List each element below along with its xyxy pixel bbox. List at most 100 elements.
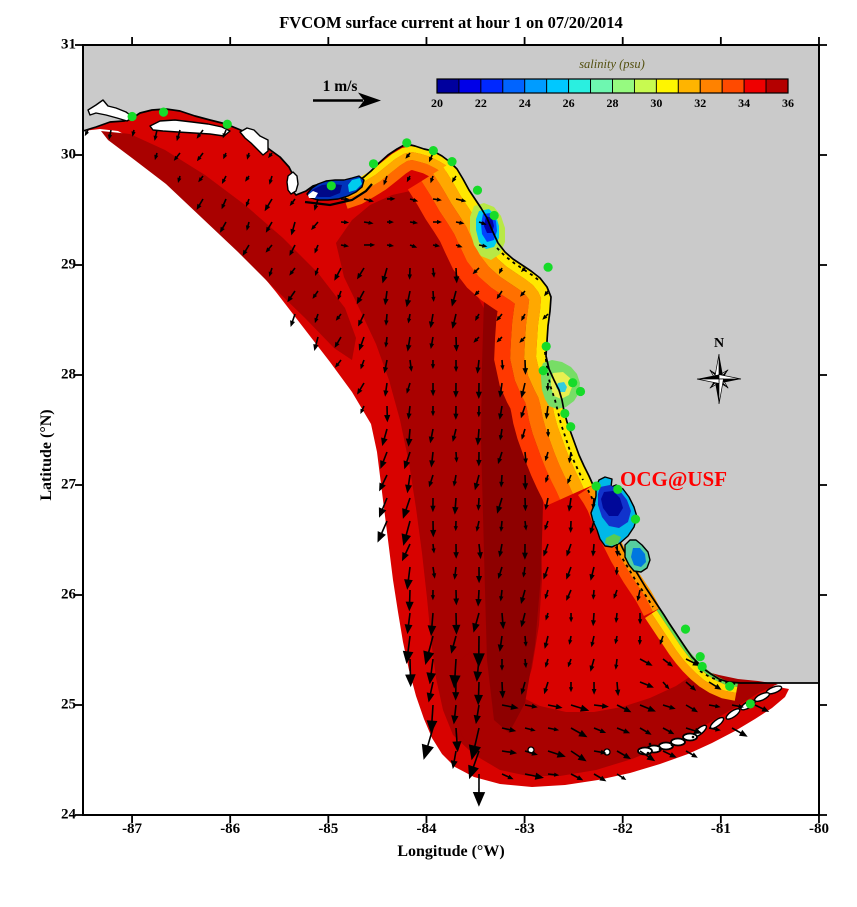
current-arrow-head: [738, 704, 744, 709]
current-arrow-head: [509, 749, 517, 755]
current-arrow-head: [402, 552, 409, 562]
current-arrow-head: [523, 641, 528, 647]
current-arrow-head: [636, 595, 641, 602]
colorbar-segment: [765, 78, 789, 94]
current-arrow-head: [496, 505, 503, 514]
current-arrow-head: [647, 705, 656, 712]
current-arrow-head: [312, 293, 318, 299]
current-arrow-head: [452, 506, 459, 515]
current-arrow-head: [476, 504, 481, 511]
current-arrow-head: [499, 596, 504, 602]
current-arrow-head: [543, 688, 549, 695]
current-arrow-head: [344, 197, 350, 202]
scale-arrow-head: [358, 92, 381, 109]
florida-keys-island: [725, 708, 741, 720]
current-arrow-head: [522, 552, 528, 560]
small-island: [603, 748, 611, 756]
current-arrow-head: [590, 641, 595, 648]
colorbar-tick-label: 28: [606, 96, 619, 110]
salinity-coastal-band-bigbend: [433, 167, 584, 494]
current-arrow-head: [289, 270, 294, 276]
station-dot: [158, 107, 169, 117]
current-arrow-head: [220, 226, 225, 233]
current-arrow-head: [453, 344, 460, 352]
bay-choctawhatchee: [149, 119, 231, 137]
colorbar-tick-label: 32: [694, 96, 707, 110]
current-arrow-head: [453, 413, 459, 420]
current-arrow-head: [566, 550, 571, 557]
current-arrow-head: [555, 703, 563, 710]
current-arrow-head: [429, 156, 433, 163]
current-arrow-head: [430, 411, 436, 417]
current-arrow-head: [523, 525, 528, 531]
current-arrow-head: [566, 573, 571, 580]
current-arrow-head: [477, 552, 483, 560]
station-dot: [591, 481, 601, 491]
current-arrow-head: [692, 660, 700, 666]
current-arrow-head: [452, 481, 457, 487]
current-arrow-head: [314, 270, 319, 276]
scale-arrow: [313, 92, 381, 109]
current-arrow-head: [383, 366, 389, 374]
current-arrow-head: [476, 576, 483, 584]
current-arrow-head: [452, 741, 462, 753]
current-arrow-head: [522, 572, 527, 578]
current-arrow-head: [523, 458, 528, 464]
current-arrow-head: [659, 639, 664, 645]
current-arrow-head: [474, 290, 480, 296]
current-arrow-head: [689, 685, 697, 691]
current-arrow-head: [481, 221, 487, 225]
current-arrow-head: [569, 617, 574, 623]
current-arrow-head: [452, 624, 461, 635]
current-arrow-head: [498, 413, 504, 420]
current-arrow-head: [497, 457, 503, 465]
scale-arrow-label: 1 m/s: [322, 78, 358, 95]
current-arrow-head: [421, 743, 434, 760]
current-arrow-head: [577, 753, 587, 762]
current-arrow-head: [664, 684, 670, 690]
plot-frame: [82, 44, 820, 816]
bay-tampa-green: [605, 534, 621, 546]
colorbar-segment: [677, 78, 701, 94]
colorbar-segment: [524, 78, 548, 94]
current-arrow-head: [509, 727, 517, 733]
lower-keys-island: [670, 737, 686, 747]
keys-speckle: [691, 735, 695, 739]
current-arrow-head: [268, 271, 273, 277]
coastline: [82, 108, 819, 684]
current-arrow-head: [426, 672, 436, 685]
current-arrow-head: [498, 435, 504, 441]
current-arrow-head: [370, 242, 376, 248]
colorbar-segment: [633, 78, 657, 94]
current-arrow-head: [544, 662, 549, 668]
station-dot: [489, 210, 499, 221]
current-arrow-head: [589, 665, 595, 672]
current-arrow-head: [314, 317, 319, 324]
current-arrow-head: [431, 272, 436, 278]
current-arrow-head: [430, 595, 435, 601]
current-arrow-head: [390, 196, 396, 201]
current-arrow-head: [313, 204, 319, 211]
current-arrow-head: [453, 391, 459, 398]
x-tick-label: -85: [318, 821, 339, 837]
current-arrow-head: [498, 390, 504, 398]
current-arrow-head: [591, 689, 597, 695]
current-arrow-head: [473, 671, 483, 682]
current-arrow-head: [566, 595, 571, 601]
current-arrow-head: [402, 650, 414, 664]
compass-point: [719, 379, 741, 384]
y-tick-label: 25: [61, 696, 76, 713]
current-arrow-head: [614, 639, 619, 645]
y-axis-label: Latitude (°N): [38, 409, 55, 501]
y-tick-label: 27: [61, 476, 76, 493]
colorbar-segment: [590, 78, 613, 94]
current-arrow-head: [380, 460, 387, 469]
current-arrow-head: [589, 573, 595, 581]
current-arrow-head: [567, 662, 572, 668]
current-arrow-head: [287, 295, 293, 303]
station-dot: [575, 386, 586, 397]
current-arrow-head: [453, 276, 460, 284]
colorbar-segment: [458, 78, 482, 94]
current-arrow-head: [383, 180, 388, 186]
current-arrow-head: [431, 296, 436, 302]
